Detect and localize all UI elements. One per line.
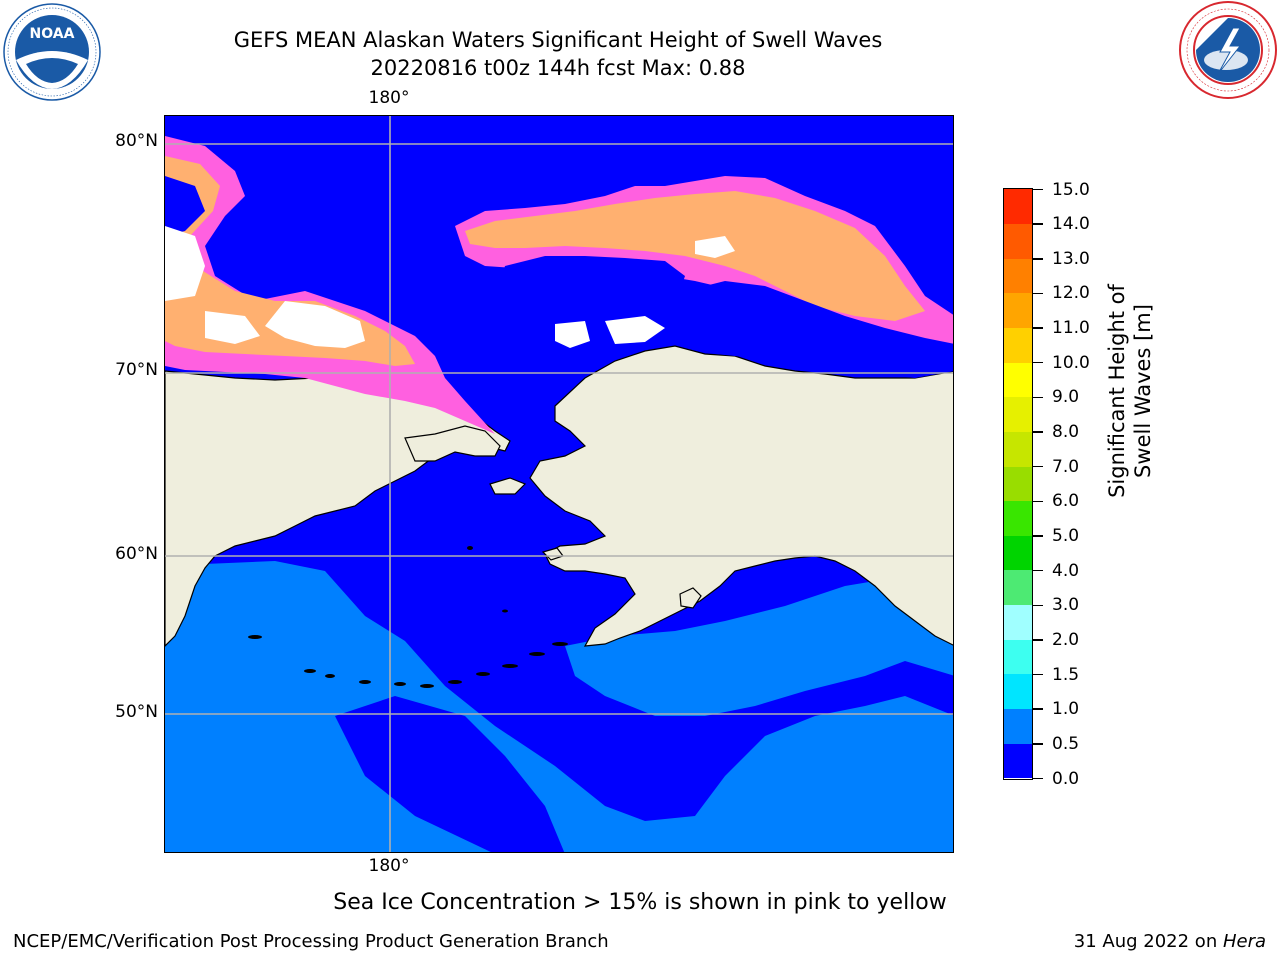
lat-label-60n: 60°N [115,544,158,564]
colorbar-tick [1033,535,1043,537]
st-lawrence-island [489,477,527,495]
ocean-mid-region [165,561,953,852]
ocean-mid-region-2 [565,576,953,716]
colorbar-tick-label: 11.0 [1052,318,1090,339]
lon-label-top: 180° [368,88,410,108]
ocean-low-patch [335,696,565,852]
colorbar-tick [1033,361,1043,364]
colorbar-segment [1004,431,1032,467]
open-water-arctic [165,176,953,396]
colorbar-tick-label: 0.0 [1052,768,1080,789]
colorbar-tick-label: 7.0 [1052,456,1080,477]
chukotka-land [404,425,501,462]
colorbar-tick [1033,258,1043,260]
colorbar-tick-label: 0.5 [1052,733,1080,754]
lon-label-bottom: 180° [368,856,410,876]
chart-title: GEFS MEAN Alaskan Waters Significant Hei… [233,28,883,52]
ice-north-core [465,191,925,321]
sea-ice-note: Sea Ice Concentration > 15% is shown in … [333,890,947,915]
colorbar-segment [1004,292,1032,328]
colorbar-tick [1033,569,1043,572]
footer-credit: NCEP/EMC/Verification Post Processing Pr… [13,931,609,952]
colorbar-tick-label: 10.0 [1052,352,1090,373]
colorbar-tick [1033,223,1043,225]
footer-date: 31 Aug 2022 on Hera [1074,931,1266,952]
colorbar-segment [1004,639,1032,675]
colorbar [1003,188,1033,780]
colorbar-segment [1004,535,1032,571]
ice-west-core [165,156,415,366]
colorbar-tick [1033,465,1043,468]
colorbar-segment [1004,362,1032,398]
noaa-logo: NOAA [3,3,101,101]
colorbar-tick-label: 15.0 [1052,179,1090,200]
no-data-patches [165,226,735,348]
colorbar-segment [1004,466,1032,502]
colorbar-segment [1004,396,1032,432]
colorbar-tick-label: 1.0 [1052,699,1080,720]
nws-logo [1179,1,1277,99]
colorbar-tick [1033,188,1043,191]
colorbar-tick-label: 6.0 [1052,491,1080,512]
colorbar-tick [1033,327,1043,329]
lat-label-70n: 70°N [115,360,158,380]
chart-subtitle: 20220816 t00z 144h fcst Max: 0.88 [370,56,746,80]
aleutian-islands [248,546,568,688]
colorbar-tick [1033,431,1043,433]
colorbar-tick [1033,708,1043,710]
gridlines [165,116,953,852]
colorbar-tick-label: 3.0 [1052,595,1080,616]
colorbar-segment [1004,604,1032,640]
colorbar-tick [1033,604,1043,606]
lat-label-50n: 50°N [115,702,158,722]
colorbar-title: Significant Height of Swell Waves [m] [1105,284,1155,498]
kodiak-island [679,587,702,609]
colorbar-tick-label: 9.0 [1052,387,1080,408]
colorbar-segment [1004,674,1032,710]
footer-machine: Hera [1222,931,1266,952]
colorbar-segment [1004,189,1032,224]
colorbar-tick-label: 4.0 [1052,560,1080,581]
swell-map [165,116,953,852]
colorbar-tick [1033,292,1043,295]
colorbar-tick-label: 5.0 [1052,525,1080,546]
colorbar-tick-label: 14.0 [1052,214,1090,235]
colorbar-tick-label: 2.0 [1052,629,1080,650]
colorbar-tick-label: 8.0 [1052,422,1080,443]
colorbar-tick [1033,743,1043,745]
svg-text:NOAA: NOAA [30,26,75,42]
colorbar-tick [1033,396,1043,399]
colorbar-segment [1004,570,1032,606]
colorbar-segment [1004,223,1032,259]
colorbar-tick-label: 1.5 [1052,664,1080,685]
lat-label-80n: 80°N [115,131,158,151]
colorbar-segment [1004,258,1032,294]
colorbar-tick [1033,500,1043,503]
colorbar-segment [1004,743,1032,779]
colorbar-segment [1004,327,1032,363]
map-panel [164,115,954,853]
colorbar-tick [1033,673,1043,676]
footer-date-text: 31 Aug 2022 on [1073,931,1223,952]
colorbar-tick [1033,777,1043,780]
colorbar-segment [1004,500,1032,536]
colorbar-tick-label: 12.0 [1052,283,1090,304]
colorbar-segment [1004,708,1032,744]
colorbar-tick [1033,639,1043,641]
colorbar-tick-label: 13.0 [1052,248,1090,269]
